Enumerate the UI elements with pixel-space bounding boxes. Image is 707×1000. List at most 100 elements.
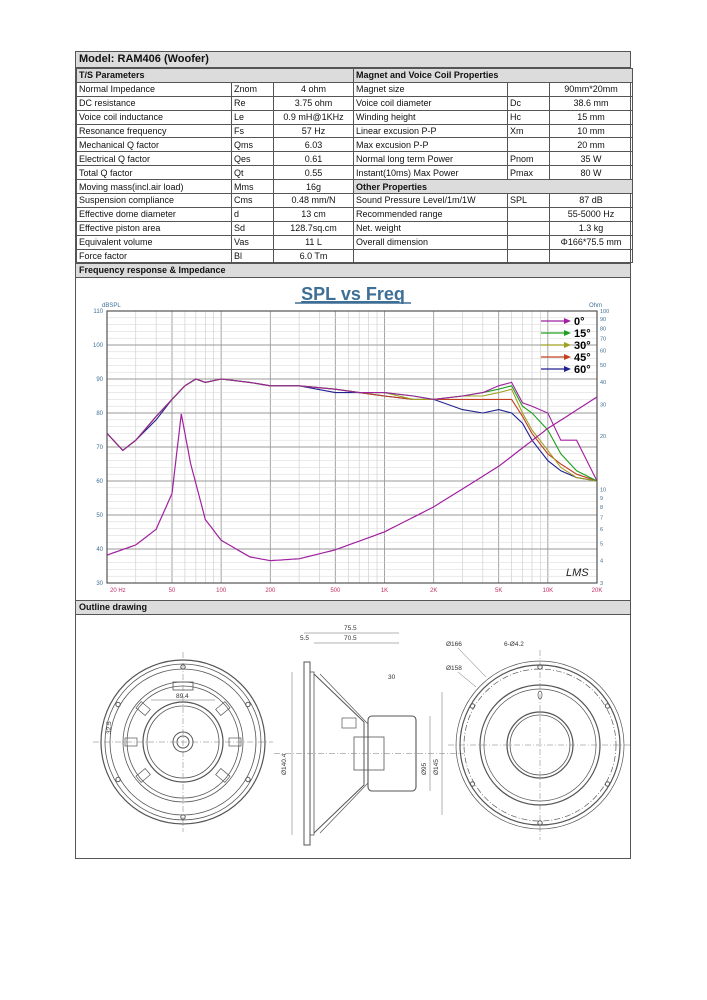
dimension-mount-holes: 6-Ø4.2 xyxy=(504,641,524,648)
prop-param-symbol: Hc xyxy=(507,109,550,125)
prop-section-header: Magnet and Voice Coil Properties xyxy=(353,68,633,83)
prop-param-symbol: SPL xyxy=(507,193,550,208)
y2-tick-label: 6 xyxy=(600,528,603,534)
y2-tick-label: 60 xyxy=(600,349,606,355)
ts-param-name: Mechanical Q factor xyxy=(76,137,232,153)
ts-param-name: DC resistance xyxy=(76,95,232,111)
y2-tick-label: 40 xyxy=(600,381,606,387)
y2-tick-label: 70 xyxy=(600,337,606,343)
prop-param-name: Sound Pressure Level/1m/1W xyxy=(353,193,508,208)
prop-param-symbol xyxy=(507,248,550,264)
parameter-row: Equivalent volume Vas 11 L Overall dimensio… xyxy=(76,234,633,250)
ts-param-symbol: Le xyxy=(231,109,274,125)
ts-param-name: Effective piston area xyxy=(76,220,232,236)
ts-param-value: 16g xyxy=(273,179,354,195)
x-tick-label: 10K xyxy=(542,588,553,594)
y-tick-label: 110 xyxy=(93,309,103,315)
ts-param-name: Total Q factor xyxy=(76,165,232,181)
ts-param-value: 0.48 mm/N xyxy=(273,193,354,208)
ts-param-value: 0.9 mH@1KHz xyxy=(273,109,354,125)
ts-param-value: 3.75 ohm xyxy=(273,95,354,111)
y2-tick-label: 10 xyxy=(600,488,606,494)
prop-param-symbol: Pmax xyxy=(507,165,550,181)
y-tick-label: 50 xyxy=(96,513,103,519)
chart-legend: 0°15°30°45°60° xyxy=(541,316,591,376)
prop-param-value: 10 mm xyxy=(549,123,633,139)
prop-param-symbol xyxy=(507,234,550,250)
dimension-terminal-width: 89.4 xyxy=(176,693,189,700)
prop-section-header: Other Properties xyxy=(353,179,633,195)
prop-param-name: Overall dimension xyxy=(353,234,508,250)
x-tick-label: 500 xyxy=(330,588,341,594)
y2-tick-label: 9 xyxy=(600,496,603,502)
spl-impedance-plot: SPL vs Freq dBSPL Ohm 30 40 50 60 70 80 90 100 110 3… xyxy=(93,284,609,594)
x-tick-label: 200 xyxy=(265,588,276,594)
legend-label: 60° xyxy=(574,364,591,376)
ts-param-value: 128.7sq.cm xyxy=(273,220,354,236)
prop-param-value: 1.3 kg xyxy=(549,220,633,236)
ts-param-symbol: Sd xyxy=(231,220,274,236)
prop-param-name: Magnet size xyxy=(353,81,508,97)
parameter-row: T/S Parameters Magnet and Voice Coil Prop… xyxy=(76,68,633,83)
y-tick-label: 60 xyxy=(96,479,103,485)
parameter-row: Normal Impedance Znom 4 ohm Magnet size 90mm… xyxy=(76,81,633,97)
ts-param-name: Equivalent volume xyxy=(76,234,232,250)
frequency-section-header: Frequency response & Impedance xyxy=(76,263,630,279)
parameter-row: Voice coil inductance Le 0.9 mH@1KHz Windin… xyxy=(76,109,633,125)
y-tick-label: 90 xyxy=(96,377,103,383)
prop-param-symbol xyxy=(507,206,550,222)
prop-param-value: 20 mm xyxy=(549,137,633,153)
prop-param-value: 35 W xyxy=(549,151,633,167)
dimension-magnet-thickness: 30 xyxy=(388,674,396,681)
prop-param-symbol: Pnom xyxy=(507,151,550,167)
dimension-outer-dia: Ø166 xyxy=(446,641,462,648)
ts-param-value: 4 ohm xyxy=(273,81,354,97)
y2-tick-label: 80 xyxy=(600,327,606,333)
ts-param-value: 0.61 xyxy=(273,151,354,167)
x-tick-label: 2K xyxy=(430,588,437,594)
ts-param-value: 13 cm xyxy=(273,206,354,222)
y-tick-label: 70 xyxy=(96,445,103,451)
ts-param-value: 57 Hz xyxy=(273,123,354,139)
dimension-overall-depth: 75.5 xyxy=(344,625,357,632)
y2-tick-label: 100 xyxy=(600,309,609,315)
parameters-table: T/S Parameters Magnet and Voice Coil Prop… xyxy=(76,68,633,264)
ts-param-symbol: Qes xyxy=(231,151,274,167)
x-tick-label: 20 Hz xyxy=(110,588,126,594)
prop-param-name: Recommended range xyxy=(353,206,508,222)
prop-param-name: Instant(10ms) Max Power xyxy=(353,165,508,181)
prop-param-value xyxy=(549,248,633,264)
spl-curve xyxy=(106,378,598,482)
ts-param-name: Force factor xyxy=(76,248,232,264)
chart-title: SPL vs Freq xyxy=(301,284,405,304)
prop-param-name: Normal long term Power xyxy=(353,151,508,167)
x-tick-label: 100 xyxy=(216,588,227,594)
ts-param-symbol: d xyxy=(231,206,274,222)
front-view xyxy=(93,652,273,833)
datasheet: Model: RAM406 (Woofer) T/S Parameters Mag… xyxy=(75,51,633,860)
prop-param-value: 15 mm xyxy=(549,109,633,125)
dimension-magnet-dia: Ø95 xyxy=(421,763,428,776)
ts-param-symbol: Fs xyxy=(231,123,274,139)
prop-param-name: Winding height xyxy=(353,109,508,125)
parameter-row: Force factor Bl 6.0 Tm xyxy=(76,248,633,264)
parameter-row: Mechanical Q factor Qms 6.03 Max excusion P… xyxy=(76,137,633,153)
rear-view xyxy=(448,648,632,841)
y2-tick-label: 20 xyxy=(600,434,606,440)
ts-param-name: Resonance frequency xyxy=(76,123,232,139)
prop-param-name: Net. weight xyxy=(353,220,508,236)
ts-param-value: 11 L xyxy=(273,234,354,250)
ts-section-header: T/S Parameters xyxy=(76,68,354,83)
dimension-basket-dia: Ø145 xyxy=(433,759,440,775)
model-title: Model: RAM406 (Woofer) xyxy=(76,52,630,68)
y-tick-label: 40 xyxy=(96,547,103,553)
legend-label: 15° xyxy=(574,328,591,340)
legend-label: 45° xyxy=(574,352,591,364)
y2-axis-label: Ohm xyxy=(589,303,602,309)
prop-param-symbol xyxy=(507,220,550,236)
prop-param-value: 90mm*20mm xyxy=(549,81,633,97)
prop-param-value: 38.6 mm xyxy=(549,95,633,111)
parameter-row: DC resistance Re 3.75 ohm Voice coil diamet… xyxy=(76,95,633,111)
ts-param-symbol: Znom xyxy=(231,81,274,97)
y2-tick-label: 90 xyxy=(600,318,606,324)
